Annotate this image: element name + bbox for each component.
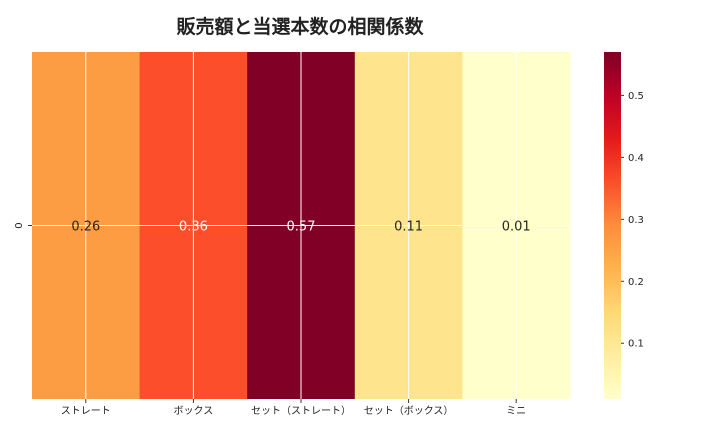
x-tick-label: ストレート xyxy=(61,406,111,417)
cell-annotation: 0.57 xyxy=(287,220,316,235)
cell-annotation: 0.26 xyxy=(71,220,100,235)
cell-annotation: 0.11 xyxy=(394,220,423,235)
colorbar-tick-label: 0.3 xyxy=(628,215,644,226)
colorbar-tick-label: 0.2 xyxy=(628,277,644,288)
chart-title: 販売額と当選本数の相関係数 xyxy=(176,16,424,38)
x-tick-label: ミニ xyxy=(506,406,526,417)
colorbar xyxy=(604,52,621,399)
colorbar-tick-label: 0.4 xyxy=(628,153,644,164)
y-tick-label: 0 xyxy=(14,222,25,228)
cell-annotation: 0.36 xyxy=(179,220,208,235)
x-tick-label: セット（ストレート） xyxy=(251,405,351,417)
colorbar-tick-label: 0.1 xyxy=(628,339,644,350)
x-tick-label: セット（ボックス） xyxy=(364,405,454,417)
x-tick-label: ボックス xyxy=(174,405,214,417)
cell-annotation: 0.01 xyxy=(502,220,531,235)
colorbar-tick-label: 0.5 xyxy=(628,91,644,102)
